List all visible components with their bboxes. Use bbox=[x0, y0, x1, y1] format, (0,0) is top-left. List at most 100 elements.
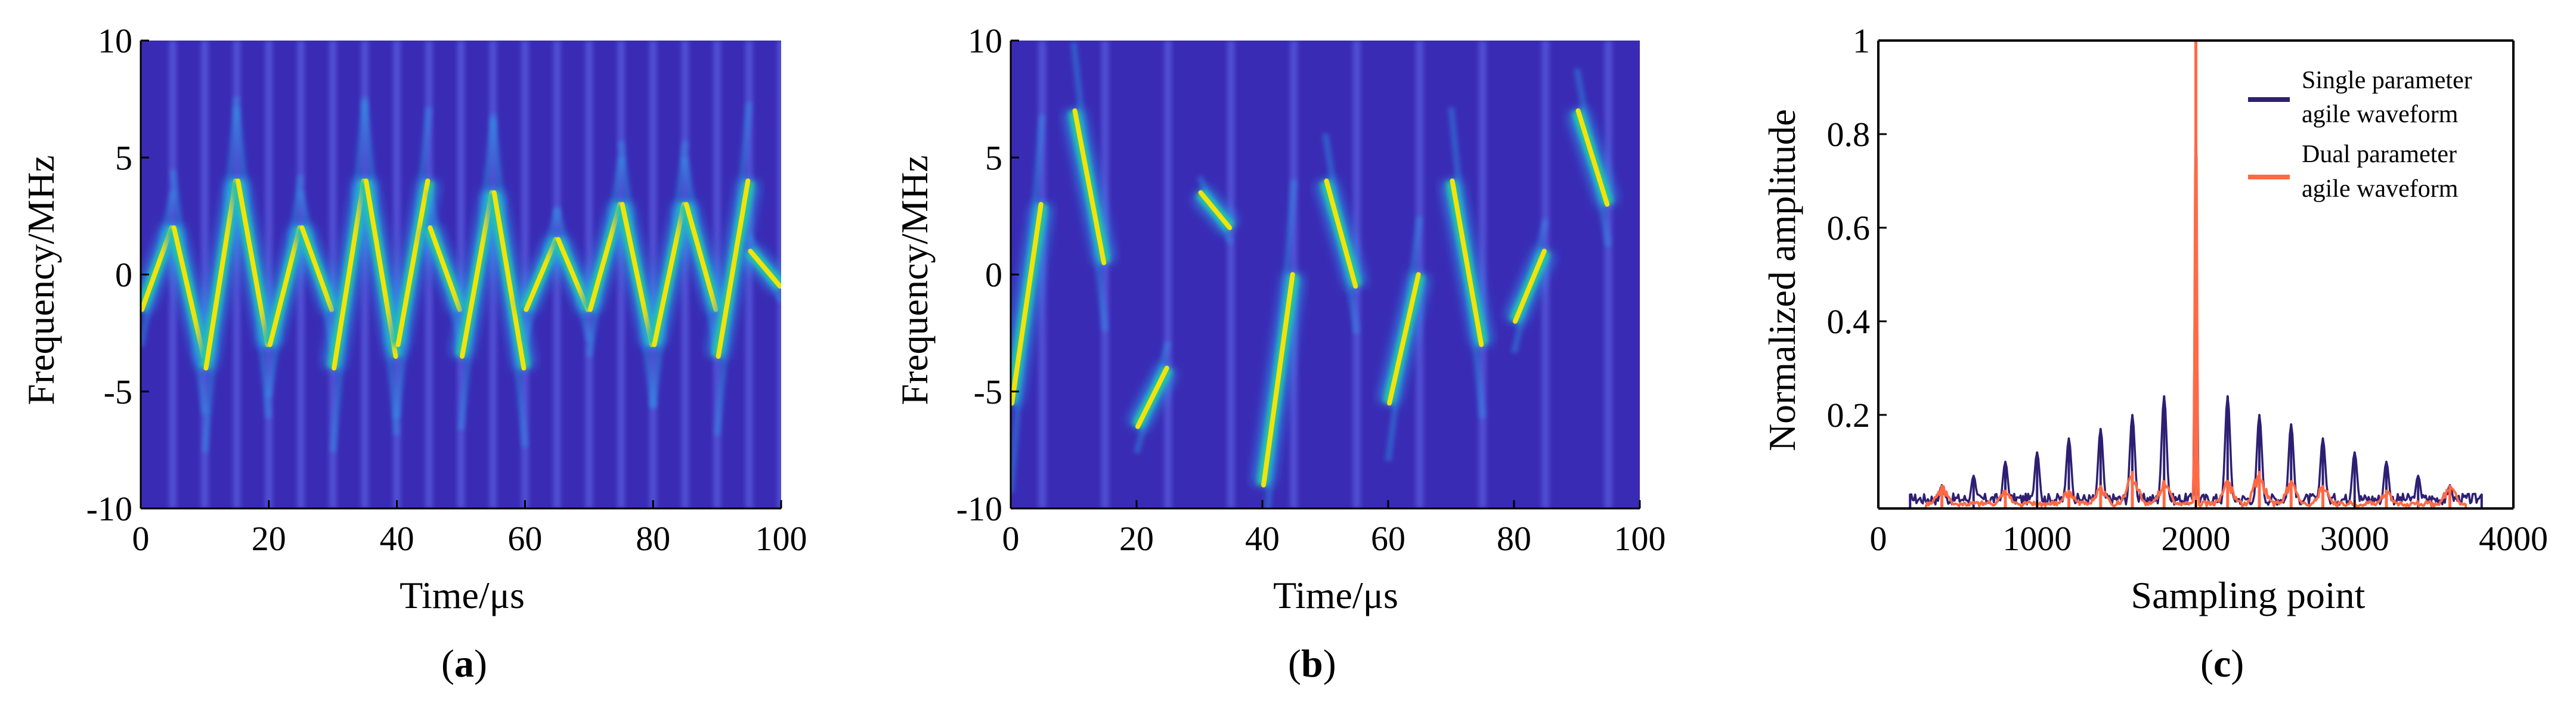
x-tick-label: 1000 bbox=[2002, 519, 2072, 558]
sublabel-b-letter: b bbox=[1301, 642, 1323, 686]
y-tick-label: 0.2 bbox=[1827, 396, 1871, 435]
pulse-boundary-stripe bbox=[393, 41, 401, 508]
sublabel-b-close: ) bbox=[1323, 642, 1336, 686]
axes-b: 0 20 40 60 80 100 -10 -5 0 5 10 bbox=[956, 21, 1666, 558]
x-tick-label: 100 bbox=[756, 519, 807, 558]
chirp-core bbox=[1011, 201, 1044, 406]
x-tick-label: 60 bbox=[507, 519, 542, 558]
chirp-core bbox=[524, 237, 559, 312]
ylabel-b: Frequency/MHz bbox=[893, 155, 936, 405]
pulse-boundary-stripe bbox=[649, 41, 657, 508]
chirp-core bbox=[1387, 272, 1421, 406]
sublabel-a: (a) bbox=[441, 642, 487, 686]
pulse-boundary-stripe bbox=[1605, 41, 1612, 508]
axes-c: 0 1000 2000 3000 4000 0.2 0.4 0.6 0.8 1 bbox=[1827, 21, 2549, 558]
pulse-boundary-stripe bbox=[233, 41, 241, 508]
pulse-boundary-stripe bbox=[1164, 41, 1172, 508]
pulse-boundary-stripe bbox=[425, 41, 433, 508]
pulse-boundary-stripe bbox=[361, 41, 369, 508]
ylabel-c: Normalized amplitude bbox=[1761, 109, 1803, 451]
pulse-boundary-stripe bbox=[1227, 41, 1235, 508]
pulse-boundary-stripe bbox=[585, 41, 593, 508]
legend-dual-line2: agile waveform bbox=[2302, 175, 2459, 203]
chirp-core bbox=[1261, 272, 1295, 488]
x-tick-label: 40 bbox=[380, 519, 414, 558]
x-tick-label: 0 bbox=[1002, 519, 1020, 558]
y-tick-label: 1 bbox=[1853, 21, 1870, 60]
chirp-core bbox=[1324, 178, 1358, 289]
chirp-core bbox=[716, 178, 751, 359]
line-plot-c bbox=[1878, 39, 2513, 510]
sublabel-c-open: ( bbox=[2200, 642, 2213, 686]
sublabel-b-open: ( bbox=[1288, 642, 1301, 686]
chirp-core bbox=[428, 225, 462, 312]
pulse-boundary-stripe bbox=[489, 41, 497, 508]
pulse-boundary-stripe bbox=[553, 41, 561, 508]
panel-a: 0 20 40 60 80 100 -10 -5 0 5 10 Time/μs Frequency/… bbox=[20, 21, 807, 686]
ylabel-a: Frequency/MHz bbox=[20, 155, 62, 405]
sublabel-c-close: ) bbox=[2231, 642, 2244, 686]
sublabel-c-letter: c bbox=[2213, 642, 2231, 686]
sublabel-a-close: ) bbox=[474, 642, 487, 686]
pulse-boundary-stripe bbox=[297, 41, 305, 508]
panel-c: 0 1000 2000 3000 4000 0.2 0.4 0.6 0.8 1 Sampling … bbox=[1761, 21, 2548, 686]
y-tick-label: 5 bbox=[985, 138, 1002, 177]
chirp-core bbox=[652, 201, 686, 348]
pulse-boundary-stripe bbox=[681, 41, 689, 508]
sublabel-a-open: ( bbox=[441, 642, 454, 686]
chirp-core bbox=[299, 225, 335, 312]
x-tick-label: 40 bbox=[1245, 519, 1280, 558]
pulse-boundary-stripe bbox=[457, 41, 465, 508]
x-tick-label: 3000 bbox=[2320, 519, 2389, 558]
chirp-core bbox=[1575, 108, 1610, 207]
pulse-boundary-stripe bbox=[1479, 41, 1487, 508]
y-tick-label: 0 bbox=[985, 256, 1002, 294]
x-tick-label: 100 bbox=[1614, 519, 1666, 558]
sublabel-b: (b) bbox=[1288, 642, 1336, 686]
chirp-core bbox=[1450, 178, 1484, 348]
y-tick-label: -5 bbox=[104, 373, 132, 411]
legend-single-line2: agile waveform bbox=[2302, 101, 2459, 128]
chirp-core bbox=[1135, 365, 1169, 429]
y-tick-label: 0.8 bbox=[1827, 115, 1871, 154]
chirp-core bbox=[1198, 190, 1233, 230]
y-tick-label: 0.6 bbox=[1827, 209, 1871, 247]
y-tick-label: -10 bbox=[956, 489, 1002, 528]
pulse-boundary-stripe bbox=[265, 41, 273, 508]
chirp-core bbox=[491, 190, 527, 371]
x-tick-label: 80 bbox=[1497, 519, 1531, 558]
sublabel-c: (c) bbox=[2200, 642, 2244, 686]
chirp-core bbox=[748, 249, 781, 289]
x-tick-label: 20 bbox=[1119, 519, 1154, 558]
y-tick-label: -10 bbox=[86, 489, 132, 528]
chirp-core bbox=[1072, 108, 1107, 265]
pulse-boundary-stripe bbox=[329, 41, 337, 508]
panel-b: 0 20 40 60 80 100 -10 -5 0 5 10 Time/μs Frequency/… bbox=[893, 21, 1666, 686]
y-tick-label: 0.4 bbox=[1827, 302, 1871, 341]
xlabel-c: Sampling point bbox=[2131, 574, 2366, 616]
y-tick-label: 5 bbox=[115, 138, 132, 177]
x-tick-label: 0 bbox=[132, 519, 150, 558]
xlabel-b: Time/μs bbox=[1273, 574, 1398, 616]
x-tick-label: 80 bbox=[636, 519, 670, 558]
pulse-boundary-stripe bbox=[1101, 41, 1109, 508]
legend-dual-line1: Dual parameter bbox=[2302, 141, 2457, 168]
x-tick-label: 60 bbox=[1371, 519, 1405, 558]
y-tick-label: -5 bbox=[974, 373, 1002, 411]
pulse-boundary-stripe bbox=[745, 41, 753, 508]
chirp-core bbox=[332, 178, 366, 371]
chirp-core bbox=[203, 178, 239, 371]
y-tick-label: 10 bbox=[98, 21, 132, 60]
spectrogram-a bbox=[141, 41, 781, 508]
chirp-core bbox=[683, 201, 719, 312]
pulse-boundary-stripe bbox=[521, 41, 529, 508]
y-tick-label: 0 bbox=[115, 256, 132, 294]
chirp-core bbox=[395, 178, 431, 348]
x-tick-label: 0 bbox=[1870, 519, 1887, 558]
chirp-core bbox=[236, 178, 270, 348]
chirp-core bbox=[1513, 249, 1547, 324]
pulse-boundary-stripe bbox=[617, 41, 625, 508]
sublabel-a-letter: a bbox=[454, 642, 474, 686]
legend-single-line1: Single parameter bbox=[2302, 67, 2472, 94]
